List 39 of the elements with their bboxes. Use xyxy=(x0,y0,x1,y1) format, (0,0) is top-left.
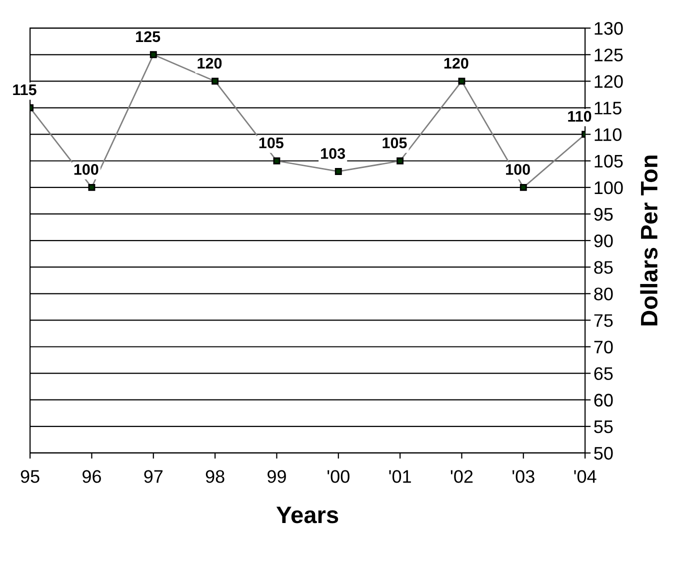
data-label: 110 xyxy=(568,110,592,122)
y-tick-label: 125 xyxy=(594,48,623,62)
y-tick-label: 95 xyxy=(594,208,613,221)
x-tick-label: '03 xyxy=(512,470,534,483)
data-label: 103 xyxy=(321,148,346,159)
x-tick-label: '02 xyxy=(450,470,473,483)
y-tick-label: 65 xyxy=(594,367,613,380)
y-tick-label: 100 xyxy=(594,181,623,194)
y-tick-label: 105 xyxy=(594,154,623,168)
data-label: 125 xyxy=(136,31,160,42)
y-tick-label: 90 xyxy=(594,234,613,248)
data-label: 120 xyxy=(444,58,468,69)
x-tick-label: '00 xyxy=(328,470,350,483)
y-tick-label: 50 xyxy=(594,446,613,460)
x-tick-label: 96 xyxy=(82,470,101,483)
y-tick-label: 60 xyxy=(594,394,613,407)
data-label: 100 xyxy=(506,164,530,175)
data-label: 120 xyxy=(198,58,222,69)
y-tick-label: 130 xyxy=(594,22,623,35)
y-tick-label: 85 xyxy=(594,261,613,274)
x-tick-label: '04 xyxy=(574,470,596,483)
x-tick-label: 97 xyxy=(144,470,163,483)
y-tick-label: 75 xyxy=(594,314,613,327)
data-label: 105 xyxy=(382,137,407,148)
x-tick-label: 99 xyxy=(268,470,286,483)
data-label: 115 xyxy=(13,84,36,96)
y-tick-label: 80 xyxy=(594,288,613,300)
data-label: 105 xyxy=(259,137,284,148)
y-tick-label: 120 xyxy=(594,75,623,88)
y-tick-label: 55 xyxy=(594,420,613,434)
data-label: 100 xyxy=(74,164,98,175)
x-axis-title: Years xyxy=(276,506,338,524)
y-tick-label: 115 xyxy=(594,102,622,114)
x-tick-label: 98 xyxy=(206,470,224,483)
y-tick-label: 110 xyxy=(594,128,622,142)
x-tick-label: '01 xyxy=(389,470,411,483)
y-axis-title: Dollars Per Ton xyxy=(640,156,658,326)
y-tick-label: 70 xyxy=(594,340,613,354)
x-tick-label: 95 xyxy=(20,470,40,483)
